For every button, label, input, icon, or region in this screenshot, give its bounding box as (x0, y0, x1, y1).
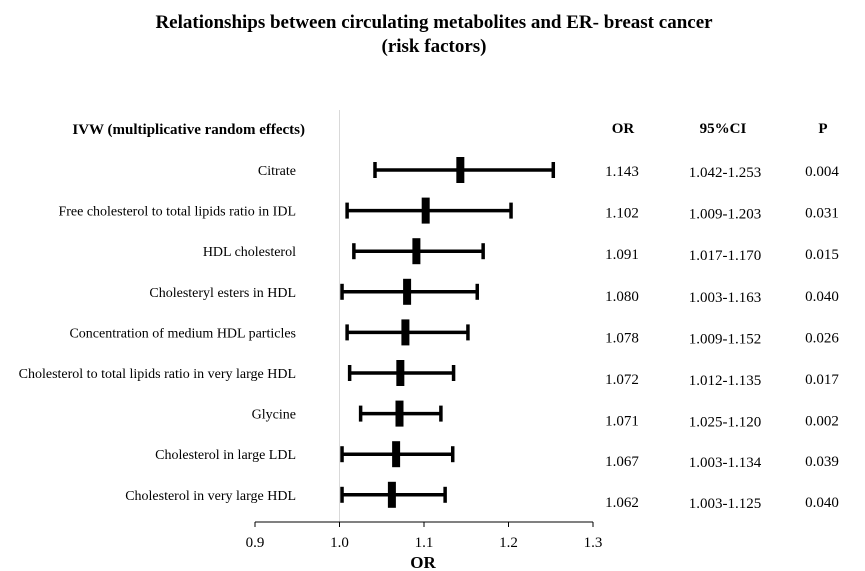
or-point-marker (456, 157, 465, 183)
ci-value: 1.012-1.135 (689, 373, 762, 389)
or-point-marker (392, 441, 401, 468)
chart-title-line2: (risk factors) (382, 36, 487, 57)
row-label: Free cholesterol to total lipids ratio i… (58, 205, 296, 220)
or-value: 1.078 (605, 330, 639, 346)
or-value: 1.143 (605, 164, 639, 180)
row-label: Citrate (258, 164, 296, 179)
or-value: 1.091 (605, 247, 639, 263)
p-value: 0.031 (805, 206, 839, 222)
or-point-marker (401, 319, 410, 346)
p-value: 0.039 (805, 454, 839, 470)
forest-row: Glycine 1.071 1.025-1.120 0.002 (252, 400, 839, 431)
x-tick-label: 0.9 (246, 535, 265, 551)
x-axis-ticks: 0.9 1.0 1.1 1.2 1.3 (246, 522, 603, 551)
row-label: Cholesteryl esters in HDL (149, 286, 296, 301)
or-value: 1.067 (605, 454, 639, 470)
or-value: 1.062 (605, 495, 639, 511)
forest-row: Cholesterol in large LDL 1.067 1.003-1.134… (155, 441, 839, 471)
ci-value: 1.017-1.170 (689, 248, 762, 264)
chart-title-line1: Relationships between circulating metabo… (155, 12, 713, 33)
ci-value: 1.003-1.134 (689, 455, 762, 471)
column-header-p: P (818, 121, 827, 137)
forest-row: Free cholesterol to total lipids ratio i… (58, 197, 839, 224)
or-value: 1.102 (605, 206, 639, 222)
ci-value: 1.003-1.163 (689, 290, 762, 306)
row-label: HDL cholesterol (203, 245, 296, 260)
or-value: 1.071 (605, 414, 639, 430)
forest-row: Cholesterol in very large HDL 1.062 1.003-… (125, 481, 839, 512)
forest-row: Cholesterol to total lipids ratio in ver… (19, 360, 839, 389)
p-value: 0.026 (805, 330, 839, 346)
x-axis-title: OR (410, 553, 436, 571)
ci-value: 1.003-1.125 (689, 496, 762, 512)
row-label: Concentration of medium HDL particles (69, 326, 296, 341)
p-value: 0.017 (805, 372, 839, 388)
p-value: 0.040 (805, 495, 839, 511)
row-label: Glycine (252, 408, 296, 423)
p-value: 0.015 (805, 247, 839, 263)
x-tick-label: 1.2 (499, 535, 518, 551)
forest-row: Cholesteryl esters in HDL 1.080 1.003-1.16… (149, 278, 839, 306)
or-point-marker (421, 197, 430, 224)
forest-rows: Citrate 1.143 1.042-1.253 0.004 Free cholest… (19, 157, 839, 512)
method-label: IVW (multiplicative random effects) (72, 122, 305, 138)
ci-value: 1.042-1.253 (689, 165, 762, 181)
p-value: 0.002 (805, 414, 839, 430)
forest-row: Concentration of medium HDL particles 1.0… (69, 319, 839, 347)
or-point-marker (412, 238, 421, 265)
column-header-ci: 95%CI (700, 121, 747, 137)
ci-value: 1.009-1.203 (689, 207, 762, 223)
forest-row: Citrate 1.143 1.042-1.253 0.004 (258, 157, 839, 183)
column-header-or: OR (612, 121, 635, 137)
or-point-marker (387, 481, 396, 508)
or-point-marker (403, 278, 412, 305)
row-label: Cholesterol in very large HDL (125, 489, 296, 504)
row-label: Cholesterol in large LDL (155, 448, 296, 463)
forest-row: HDL cholesterol 1.091 1.017-1.170 0.015 (203, 238, 839, 265)
or-value: 1.080 (605, 289, 639, 305)
or-point-marker (396, 360, 405, 386)
x-tick-label: 1.3 (584, 535, 603, 551)
p-value: 0.040 (805, 289, 839, 305)
p-value: 0.004 (805, 164, 839, 180)
x-tick-label: 1.0 (330, 535, 349, 551)
row-label: Cholesterol to total lipids ratio in ver… (19, 367, 296, 382)
x-tick-label: 1.1 (415, 535, 434, 551)
or-value: 1.072 (605, 372, 639, 388)
or-point-marker (395, 400, 404, 427)
ci-value: 1.025-1.120 (689, 415, 762, 431)
ci-value: 1.009-1.152 (689, 331, 762, 347)
